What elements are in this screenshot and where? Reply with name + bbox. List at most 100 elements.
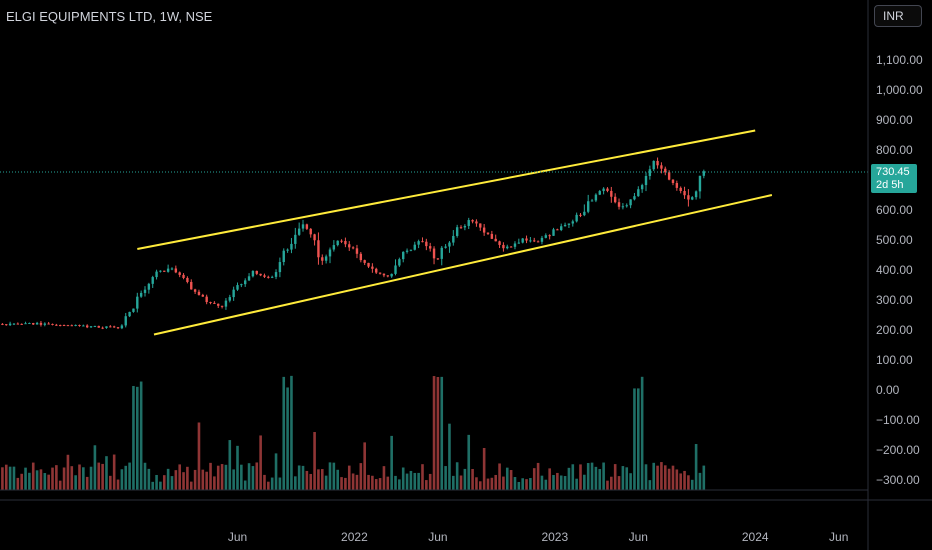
candle-body	[147, 283, 151, 290]
candle-body	[660, 165, 663, 169]
candle-body	[633, 196, 636, 200]
volume-bar	[532, 468, 536, 490]
candle-body	[301, 224, 305, 229]
volume-bar	[459, 475, 463, 490]
candle-body	[587, 201, 590, 212]
volume-bar	[640, 376, 644, 490]
volume-bar	[139, 381, 143, 490]
candle-body	[228, 297, 231, 301]
last-price-badge: 730.45 2d 5h	[871, 164, 917, 193]
price-tick-label: 1,000.00	[876, 83, 923, 97]
candle-body	[571, 221, 574, 224]
volume-bar	[583, 474, 586, 490]
candle-body	[371, 266, 374, 269]
volume-bar	[109, 475, 112, 490]
volume-bar	[47, 474, 50, 490]
volume-bar	[39, 469, 43, 490]
volume-bar	[240, 464, 243, 490]
candle-body	[267, 276, 270, 278]
candle-body	[197, 291, 201, 295]
volume-bar	[166, 468, 170, 490]
volume-bar	[513, 477, 517, 490]
volume-bar	[332, 462, 336, 490]
candle-body	[97, 325, 100, 328]
candle-body	[664, 168, 667, 173]
candle-body	[190, 281, 193, 290]
time-tick-label: 2024	[742, 530, 769, 544]
currency-button[interactable]: INR	[874, 5, 922, 27]
volume-bar	[201, 469, 205, 490]
price-tick-label: 900.00	[876, 113, 913, 127]
candle-body	[402, 251, 405, 260]
volume-bar	[97, 462, 101, 490]
candle-body	[467, 220, 470, 226]
candle-body	[74, 324, 77, 326]
candle-body	[544, 235, 548, 238]
price-tick-label: −200.00	[876, 443, 920, 457]
candle-body	[263, 275, 266, 277]
volume-bar	[521, 478, 524, 490]
volume-bar	[525, 479, 528, 490]
candle-body	[583, 211, 586, 216]
volume-bar	[328, 462, 332, 490]
candle-body	[548, 235, 551, 237]
candle-body	[506, 246, 509, 249]
volume-bar	[471, 469, 474, 490]
candle-body	[606, 188, 609, 191]
volume-bar	[112, 454, 116, 490]
price-tick-label: 200.00	[876, 323, 913, 337]
candle-body	[55, 324, 58, 326]
volume-bar	[586, 463, 590, 490]
candle-body	[244, 280, 247, 285]
volume-bar	[278, 477, 282, 490]
volume-bar	[452, 475, 455, 490]
candle-body	[363, 260, 366, 263]
last-price-value: 730.45	[876, 166, 910, 178]
candle-body	[540, 237, 544, 242]
volume-bar	[428, 473, 432, 490]
volume-bar	[625, 467, 629, 490]
volume-bar	[124, 465, 128, 490]
volume-bar	[598, 469, 602, 490]
candle-body	[533, 240, 536, 242]
candle-body	[297, 228, 301, 235]
candle-body	[51, 323, 54, 325]
candle-body	[24, 323, 27, 325]
volume-bar	[324, 475, 328, 490]
candle-body	[421, 241, 424, 243]
candle-body	[563, 224, 567, 227]
price-tick-label: −100.00	[876, 413, 920, 427]
volume-bar	[633, 388, 636, 490]
volume-bar	[51, 467, 54, 490]
candle-body	[355, 248, 359, 254]
volume-bar	[644, 464, 648, 490]
volume-bar	[243, 480, 247, 490]
candle-body	[398, 259, 401, 266]
volume-bar	[43, 473, 47, 490]
candle-body	[282, 250, 285, 263]
candle-body	[35, 322, 39, 325]
volume-bar	[621, 466, 625, 490]
volume-bar	[398, 479, 401, 490]
candle-body	[28, 323, 31, 325]
volume-bar	[502, 476, 505, 490]
candle-body	[259, 273, 262, 276]
candle-body	[93, 325, 97, 327]
volume-bar	[421, 464, 424, 490]
volume-bar	[78, 464, 81, 490]
volume-bar	[486, 478, 490, 490]
volume-bar	[270, 477, 274, 490]
chart-title: ELGI EQUIPMENTS LTD, 1W, NSE	[6, 9, 213, 24]
volume-bar	[417, 472, 420, 490]
volume-bar	[536, 462, 540, 490]
price-tick-label: 600.00	[876, 203, 913, 217]
candle-body	[525, 238, 528, 241]
volume-bar	[494, 474, 498, 490]
candle-body	[556, 229, 559, 231]
candle-body	[186, 277, 189, 282]
volume-bar	[28, 472, 31, 490]
candle-body	[656, 160, 659, 166]
candle-body	[382, 273, 386, 276]
volume-bar	[174, 470, 178, 490]
